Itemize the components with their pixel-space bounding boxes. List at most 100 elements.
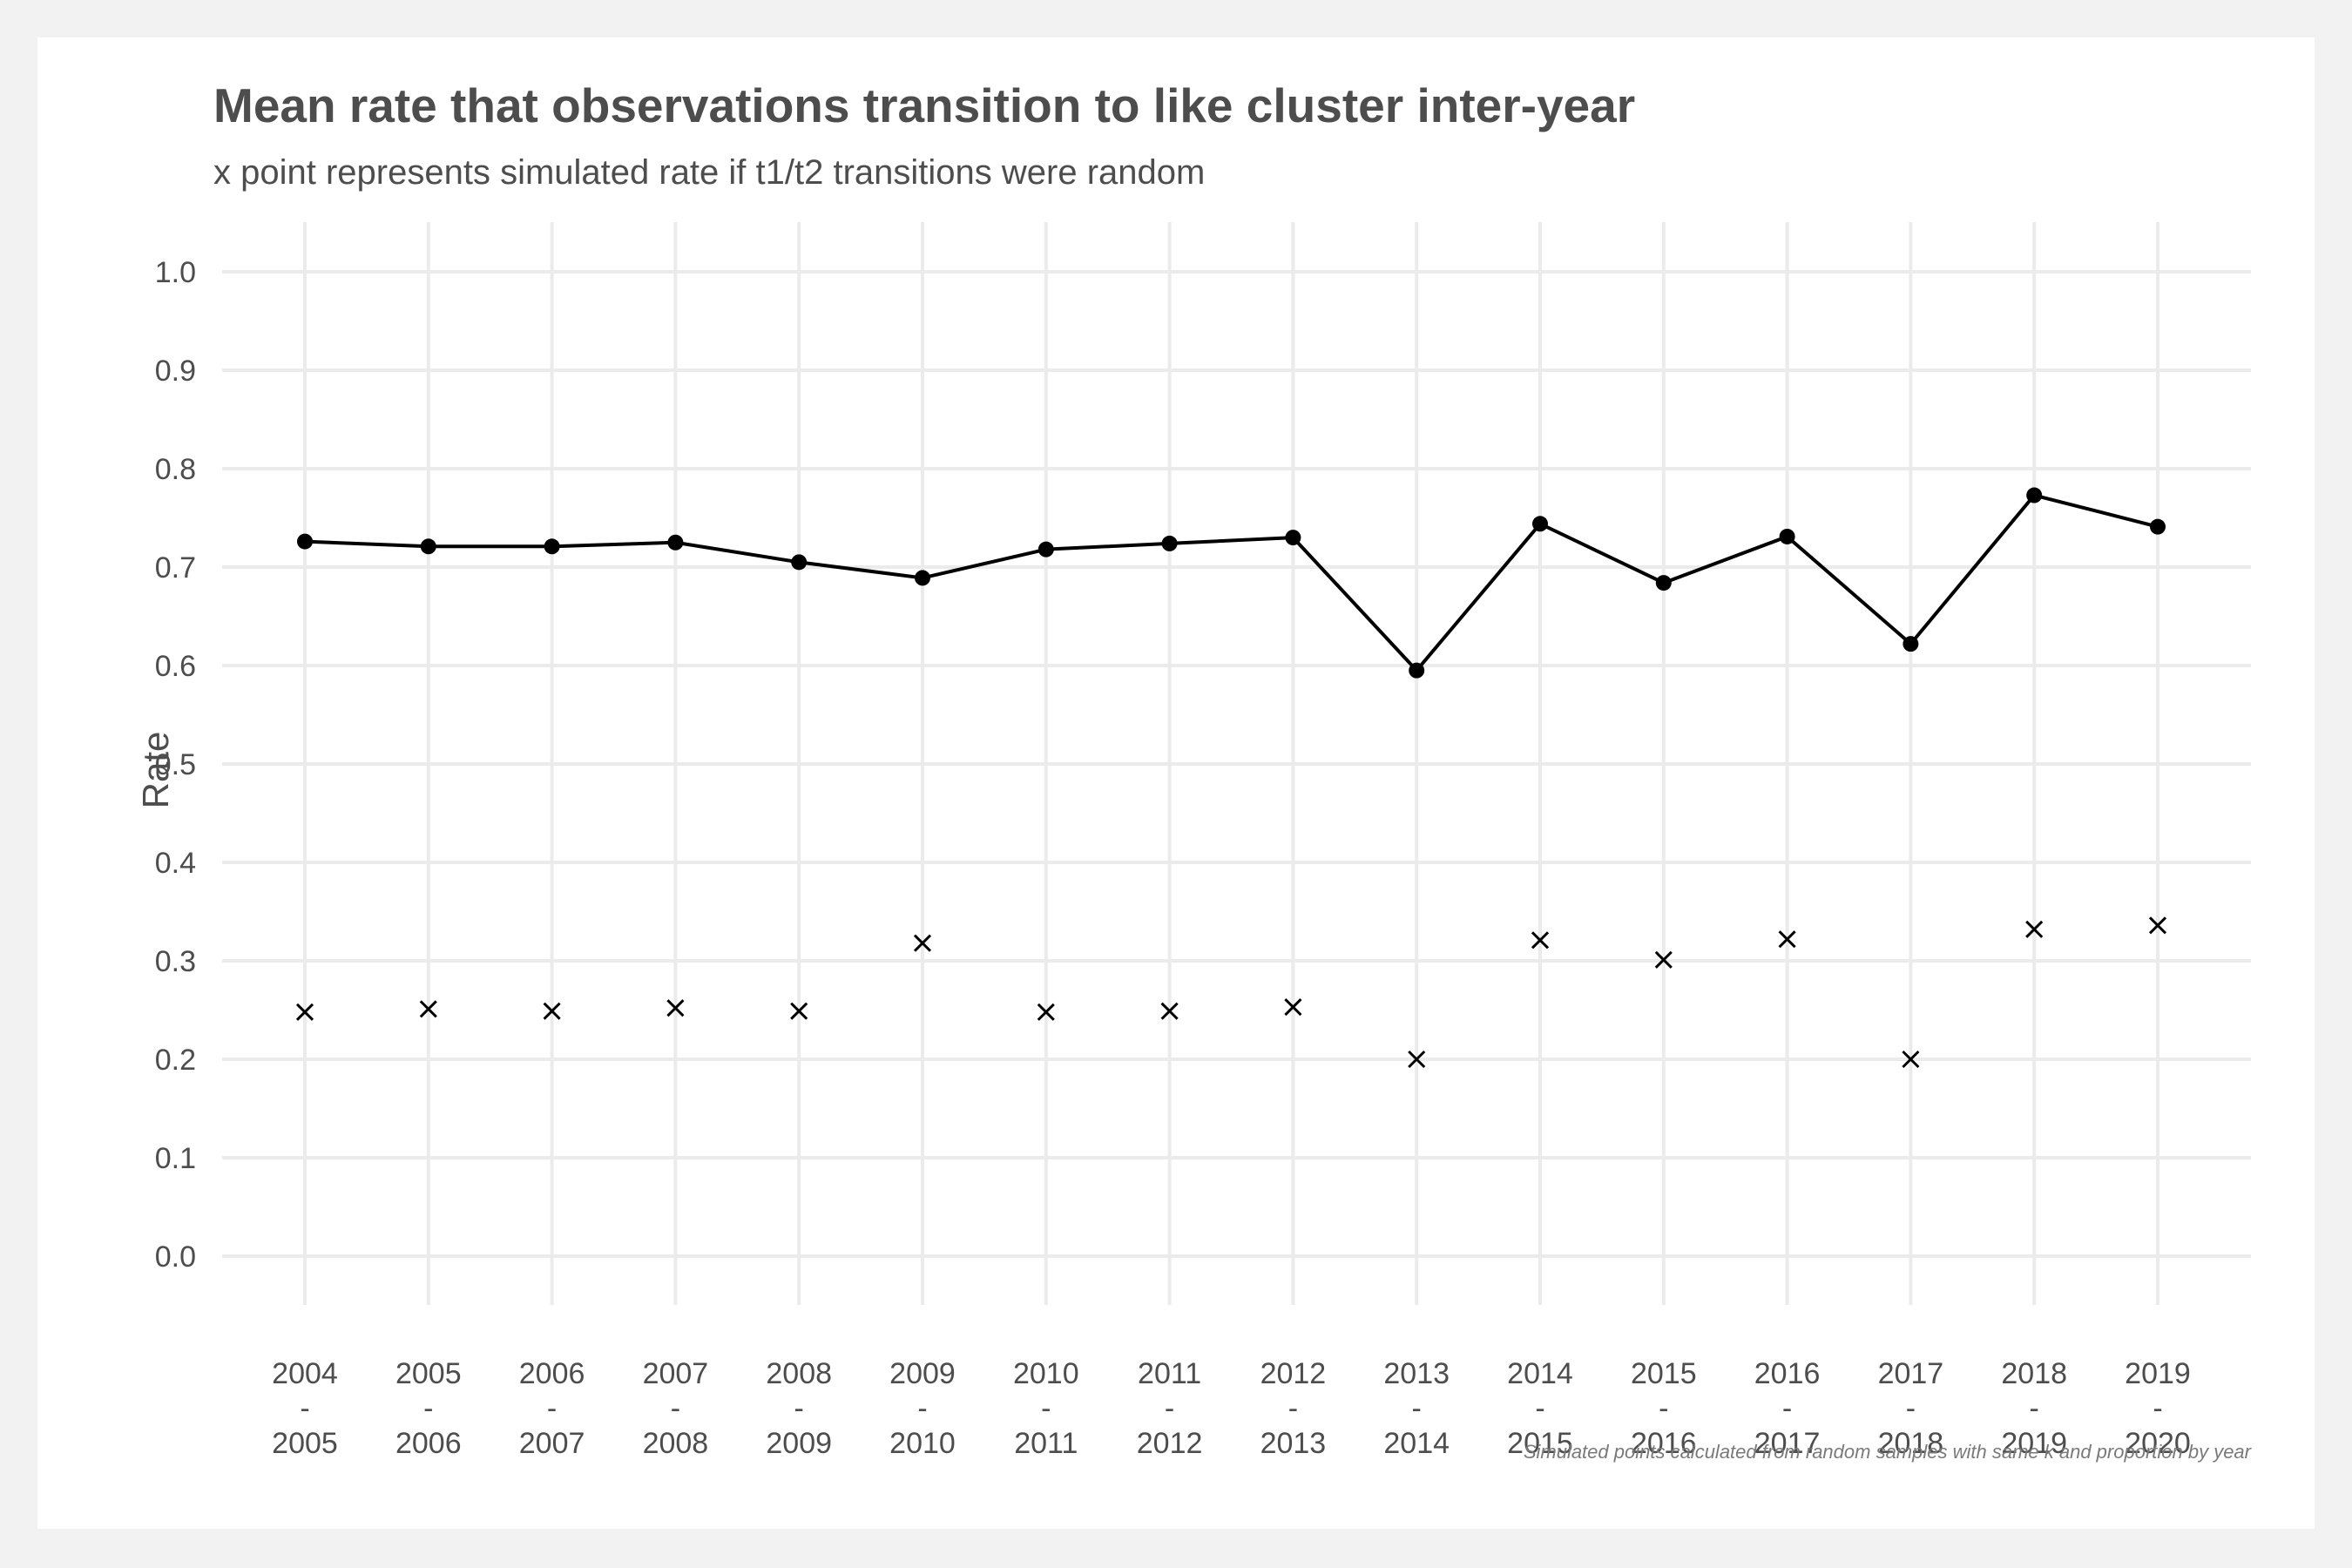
simulated-point (1902, 1050, 1920, 1069)
data-point (1655, 575, 1672, 591)
y-tick-label: 0.3 (155, 945, 196, 978)
chart-canvas: Mean rate that observations transition t… (135, 78, 2253, 1463)
x-tick-label: 2011-2012 (1137, 1357, 1203, 1460)
x-tick-label: 2006-2007 (519, 1357, 585, 1460)
x-tick-label: 2007-2008 (643, 1357, 709, 1460)
x-tick-label: 2015-2016 (1631, 1357, 1697, 1460)
data-point (1532, 516, 1548, 532)
x-tick-end-year: 2012 (1137, 1427, 1203, 1460)
y-gridlines (222, 270, 2251, 1258)
x-tick-end-year: 2019 (2001, 1427, 2067, 1460)
simulated-point (1284, 998, 1302, 1017)
x-tick-start-year: 2016 (1754, 1357, 1821, 1390)
x-tick-separator: - (2153, 1392, 2162, 1425)
x-tick-label: 2018-2019 (2001, 1357, 2067, 1460)
x-tick-end-year: 2016 (1631, 1427, 1697, 1460)
x-tick-start-year: 2019 (2125, 1357, 2191, 1390)
simulated-point (2025, 920, 2044, 938)
simulated-point (913, 934, 932, 952)
x-tick-start-year: 2008 (766, 1357, 832, 1390)
data-point (1037, 541, 1054, 558)
x-tick-separator: - (423, 1392, 433, 1425)
x-tick-label: 2010-2011 (1013, 1357, 1079, 1460)
x-tick-label: 2012-2013 (1260, 1357, 1327, 1460)
x-tick-label: 2008-2009 (766, 1357, 832, 1460)
x-tick-separator: - (671, 1392, 680, 1425)
simulated-point (543, 1002, 561, 1020)
data-point (2026, 487, 2043, 504)
y-tick-label: 0.7 (155, 551, 196, 585)
x-tick-end-year: 2013 (1260, 1427, 1327, 1460)
simulated-point (790, 1002, 808, 1020)
y-tick-label: 0.1 (155, 1142, 196, 1175)
chart-subtitle: x point represents simulated rate if t1/… (213, 153, 1205, 192)
x-tick-start-year: 2005 (395, 1357, 462, 1390)
x-tick-end-year: 2015 (1507, 1427, 1573, 1460)
x-tick-separator: - (917, 1392, 927, 1425)
chart-caption: Simulated points calculated from random … (1524, 1441, 2253, 1463)
data-point (297, 533, 313, 550)
x-tick-separator: - (1412, 1392, 1422, 1425)
chart-title: Mean rate that observations transition t… (213, 78, 1635, 132)
x-tick-start-year: 2012 (1260, 1357, 1327, 1390)
series-x-points (295, 916, 2167, 1069)
x-tick-label: 2017-2018 (1878, 1357, 1944, 1460)
simulated-point (1778, 930, 1796, 949)
simulated-point (666, 999, 685, 1017)
x-tick-separator: - (1906, 1392, 1916, 1425)
x-tick-separator: - (300, 1392, 309, 1425)
x-tick-start-year: 2018 (2001, 1357, 2067, 1390)
x-tick-start-year: 2007 (643, 1357, 709, 1390)
x-tick-start-year: 2004 (272, 1357, 338, 1390)
chart-panel: Mean rate that observations transition t… (37, 37, 2315, 1529)
x-tick-label: 2019-2020 (2125, 1357, 2191, 1460)
x-tick-separator: - (1041, 1392, 1051, 1425)
series-layer (295, 487, 2167, 1069)
x-tick-separator: - (1288, 1392, 1298, 1425)
y-tick-label: 0.4 (155, 847, 196, 880)
x-tick-end-year: 2008 (643, 1427, 709, 1460)
y-tick-label: 0.8 (155, 453, 196, 486)
simulated-point (419, 1000, 437, 1018)
x-tick-end-year: 2018 (1878, 1427, 1944, 1460)
y-tick-label: 1.0 (155, 256, 196, 289)
data-point (915, 570, 930, 586)
x-tick-start-year: 2015 (1631, 1357, 1697, 1390)
x-tick-end-year: 2009 (766, 1427, 832, 1460)
x-tick-start-year: 2014 (1507, 1357, 1573, 1390)
y-tick-label: 0.2 (155, 1044, 196, 1077)
x-tick-end-year: 2005 (272, 1427, 338, 1460)
x-tick-label: 2014-2015 (1507, 1357, 1573, 1460)
y-tick-label: 0.5 (155, 748, 196, 781)
x-tick-end-year: 2020 (2125, 1427, 2191, 1460)
x-tick-label: 2016-2017 (1754, 1357, 1821, 1460)
data-point (1409, 662, 1425, 679)
x-tick-end-year: 2014 (1383, 1427, 1450, 1460)
data-point (1161, 535, 1178, 551)
x-tick-end-year: 2017 (1754, 1427, 1821, 1460)
x-tick-separator: - (794, 1392, 804, 1425)
x-tick-separator: - (1165, 1392, 1174, 1425)
series-line-with-dots (297, 487, 2166, 679)
data-point (1903, 636, 1919, 652)
data-point (1285, 530, 1301, 546)
x-tick-start-year: 2009 (889, 1357, 956, 1390)
y-tick-label: 0.9 (155, 355, 196, 388)
x-tick-end-year: 2006 (395, 1427, 462, 1460)
y-axis-label: Rate (135, 732, 176, 809)
x-tick-end-year: 2010 (889, 1427, 956, 1460)
simulated-point (295, 1003, 314, 1021)
x-tick-start-year: 2010 (1013, 1357, 1079, 1390)
x-tick-label: 2009-2010 (889, 1357, 956, 1460)
data-point (544, 538, 560, 555)
simulated-point (1160, 1002, 1179, 1020)
x-tick-start-year: 2011 (1138, 1357, 1201, 1390)
x-tick-end-year: 2011 (1014, 1427, 1078, 1460)
x-tick-labels: 2004-20052005-20062006-20072007-20082008… (272, 1357, 2191, 1460)
data-point (1779, 528, 1795, 544)
data-point (420, 538, 436, 555)
x-tick-start-year: 2017 (1878, 1357, 1944, 1390)
simulated-point (1654, 950, 1673, 969)
y-tick-labels: 0.0 0.1 0.2 0.3 0.4 0.5 0.6 0.7 0.8 0.9 1.0 (155, 256, 196, 1274)
simulated-point (1531, 931, 1550, 950)
